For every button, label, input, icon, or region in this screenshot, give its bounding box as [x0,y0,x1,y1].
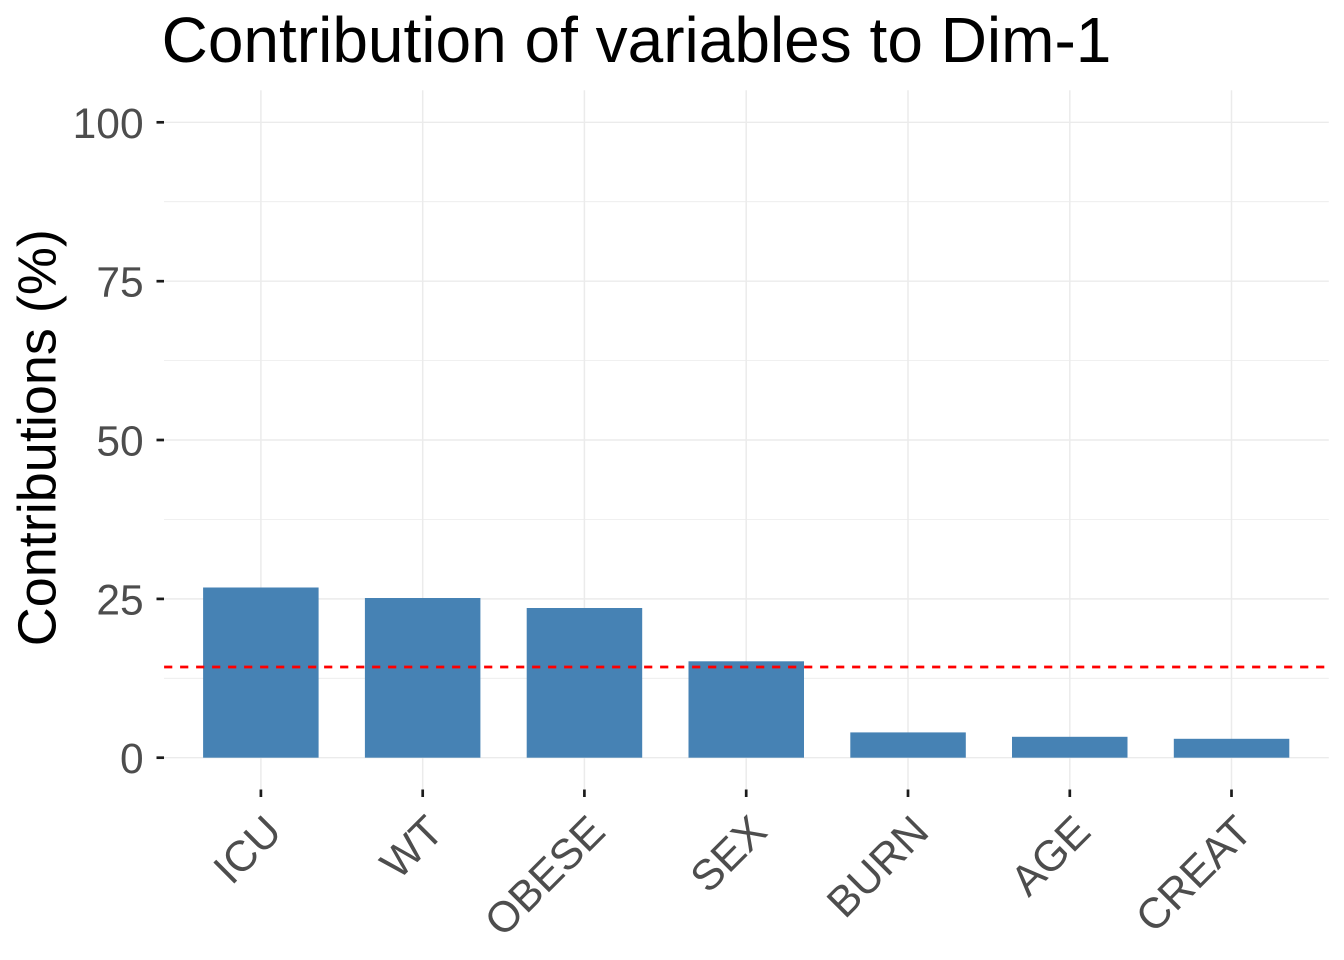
svg-text:0: 0 [120,736,144,783]
svg-text:100: 100 [73,101,144,148]
svg-text:Contributions (%): Contributions (%) [8,229,68,646]
svg-text:50: 50 [96,419,143,466]
svg-text:Contribution of variables to D: Contribution of variables to Dim-1 [162,4,1112,76]
svg-text:25: 25 [96,577,143,624]
svg-text:75: 75 [96,260,143,307]
